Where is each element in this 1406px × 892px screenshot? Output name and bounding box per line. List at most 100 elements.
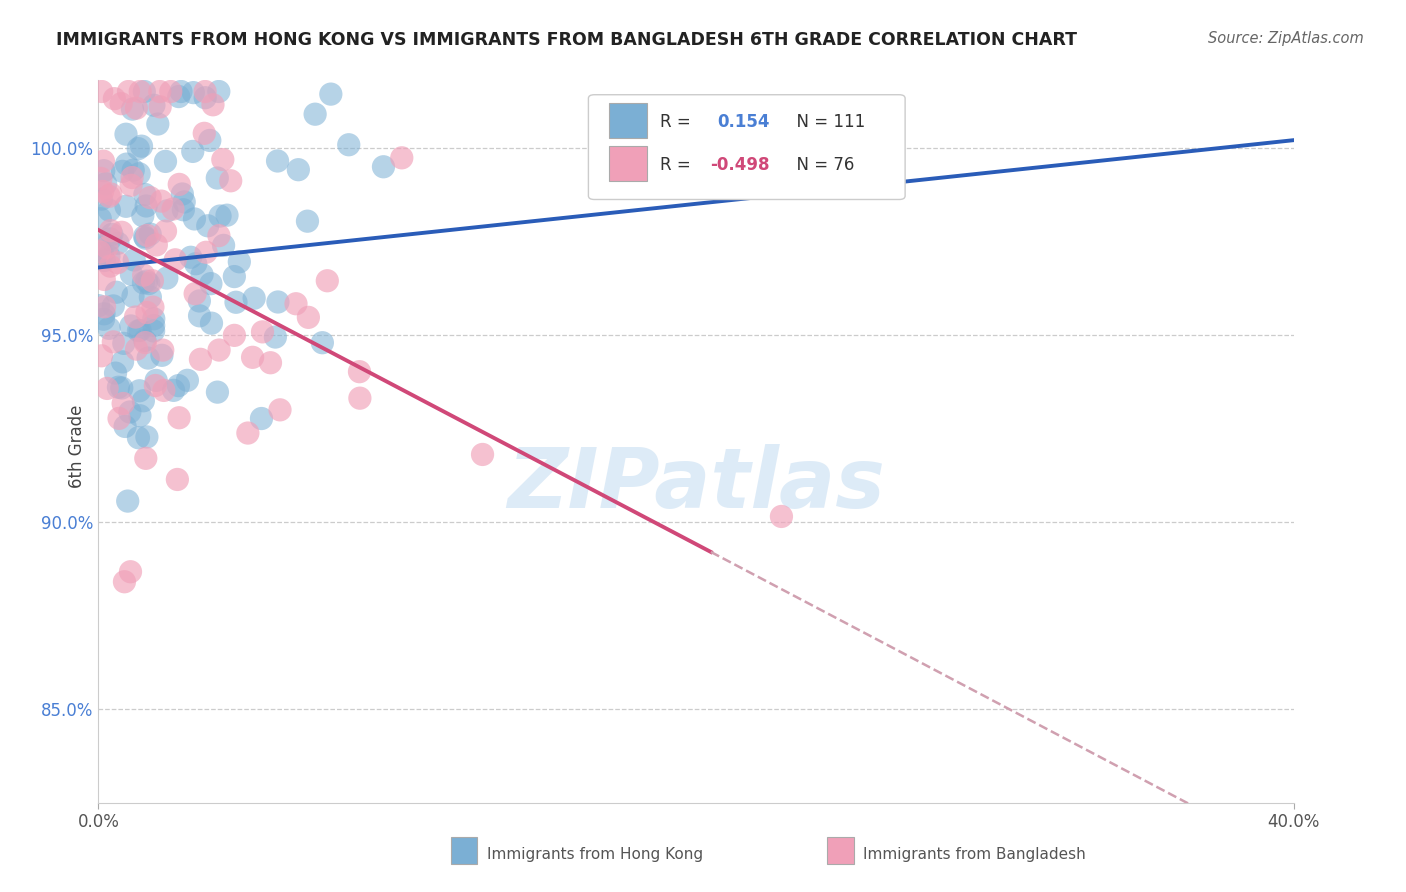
Point [242, 351, 264, 365]
Point [266, 153, 288, 168]
Text: 6th Grade: 6th Grade [69, 404, 86, 488]
Point [142, 311, 165, 326]
Point [107, 255, 129, 269]
Point [129, 324, 152, 338]
Point [159, 85, 181, 99]
Point [111, 164, 134, 178]
Point [90, 85, 112, 99]
Point [135, 451, 157, 466]
Point [207, 385, 229, 400]
Point [208, 85, 231, 99]
Point [162, 384, 184, 398]
Point [93, 307, 115, 321]
Point [176, 373, 198, 387]
Point [264, 330, 287, 344]
Point [250, 411, 273, 425]
Point [180, 250, 202, 264]
Point [118, 405, 141, 419]
Point [170, 85, 193, 99]
Point [110, 96, 132, 111]
Point [100, 186, 122, 201]
Point [98, 203, 121, 218]
Point [209, 209, 232, 223]
Point [120, 267, 142, 281]
Point [200, 316, 222, 330]
Text: -0.498: -0.498 [710, 156, 770, 174]
Point [107, 380, 129, 394]
Text: IMMIGRANTS FROM HONG KONG VS IMMIGRANTS FROM BANGLADESH 6TH GRADE CORRELATION CH: IMMIGRANTS FROM HONG KONG VS IMMIGRANTS … [56, 31, 1077, 49]
Point [91, 246, 114, 260]
Point [135, 430, 157, 444]
Text: N = 111: N = 111 [786, 113, 865, 131]
Point [349, 391, 371, 405]
Point [96, 240, 118, 254]
Point [89, 211, 111, 226]
Point [349, 365, 371, 379]
Point [162, 202, 184, 216]
Point [224, 269, 246, 284]
Point [155, 224, 177, 238]
Bar [451, 837, 477, 864]
Point [141, 274, 163, 288]
Text: N = 76: N = 76 [786, 156, 853, 174]
Point [120, 318, 142, 333]
FancyBboxPatch shape [589, 95, 905, 200]
Point [208, 343, 231, 357]
Point [146, 117, 169, 131]
Point [127, 431, 149, 445]
Point [297, 214, 319, 228]
Point [172, 186, 194, 201]
Point [236, 425, 259, 440]
Point [166, 473, 188, 487]
Point [135, 199, 157, 213]
Point [285, 297, 308, 311]
Point [153, 384, 176, 398]
Point [114, 574, 136, 589]
Point [228, 254, 250, 268]
Point [103, 92, 125, 106]
Point [107, 236, 129, 251]
Point [149, 100, 172, 114]
Point [111, 355, 134, 369]
Point [90, 349, 112, 363]
Point [194, 91, 217, 105]
Text: Source: ZipAtlas.com: Source: ZipAtlas.com [1208, 31, 1364, 46]
Point [152, 343, 174, 358]
Point [145, 378, 167, 392]
Point [167, 410, 190, 425]
Point [96, 381, 118, 395]
Point [136, 305, 159, 319]
Point [156, 203, 179, 218]
Point [111, 381, 134, 395]
Point [269, 402, 291, 417]
Point [129, 409, 152, 423]
Point [127, 142, 149, 156]
Point [138, 277, 160, 291]
Point [93, 163, 115, 178]
Point [91, 185, 114, 199]
Point [115, 127, 138, 141]
Point [211, 153, 233, 167]
Point [208, 228, 231, 243]
Point [115, 199, 138, 213]
Point [184, 286, 207, 301]
Point [94, 177, 117, 191]
Point [149, 85, 172, 99]
Point [267, 295, 290, 310]
Point [142, 300, 165, 314]
Point [101, 227, 124, 242]
Point [135, 274, 157, 288]
Text: R =: R = [661, 156, 696, 174]
Text: Immigrants from Hong Kong: Immigrants from Hong Kong [486, 847, 703, 862]
Point [219, 174, 242, 188]
Point [93, 253, 115, 268]
Point [188, 293, 211, 308]
Point [90, 171, 112, 186]
Point [122, 252, 145, 267]
Point [121, 170, 143, 185]
Point [197, 219, 219, 233]
Point [373, 160, 395, 174]
Point [134, 85, 156, 99]
Point [145, 238, 167, 252]
Point [173, 194, 195, 209]
